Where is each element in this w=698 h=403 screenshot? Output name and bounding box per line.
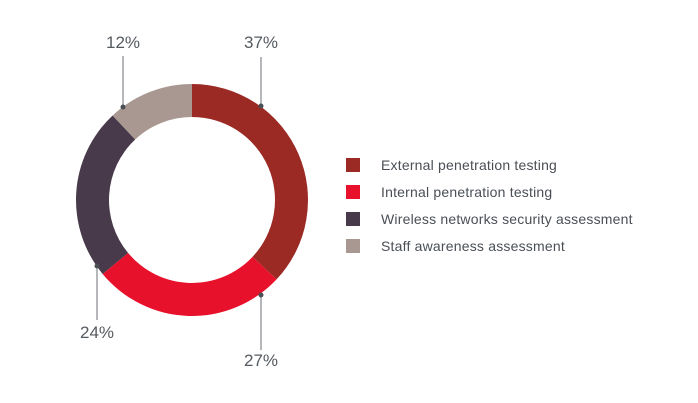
legend-label: Staff awareness assessment	[381, 237, 565, 254]
leader-dot	[120, 104, 126, 110]
legend-swatch	[346, 157, 360, 172]
legend-label: Internal penetration testing	[381, 183, 553, 200]
legend: External penetration testing Internal pe…	[346, 151, 633, 259]
legend-label: Wireless networks security assessment	[381, 210, 633, 227]
legend-swatch	[346, 184, 360, 199]
legend-swatch	[346, 211, 360, 226]
slice-external	[192, 84, 308, 280]
pct-label-staff: 12%	[106, 33, 140, 52]
slice-internal	[102, 252, 277, 317]
legend-item-internal: Internal penetration testing	[346, 178, 633, 205]
leader-dot	[258, 292, 264, 298]
legend-label: External penetration testing	[381, 156, 558, 173]
slice-staff	[112, 84, 192, 140]
leader-dot	[258, 103, 264, 109]
pct-label-external: 37%	[244, 33, 278, 52]
pct-label-wireless: 24%	[80, 323, 114, 342]
legend-swatch	[346, 238, 360, 253]
legend-item-staff: Staff awareness assessment	[346, 232, 633, 259]
leader-dot	[94, 263, 100, 269]
pct-label-internal: 27%	[244, 351, 278, 370]
legend-item-external: External penetration testing	[346, 151, 633, 178]
legend-item-wireless: Wireless networks security assessment	[346, 205, 633, 232]
slice-wireless	[75, 115, 136, 274]
